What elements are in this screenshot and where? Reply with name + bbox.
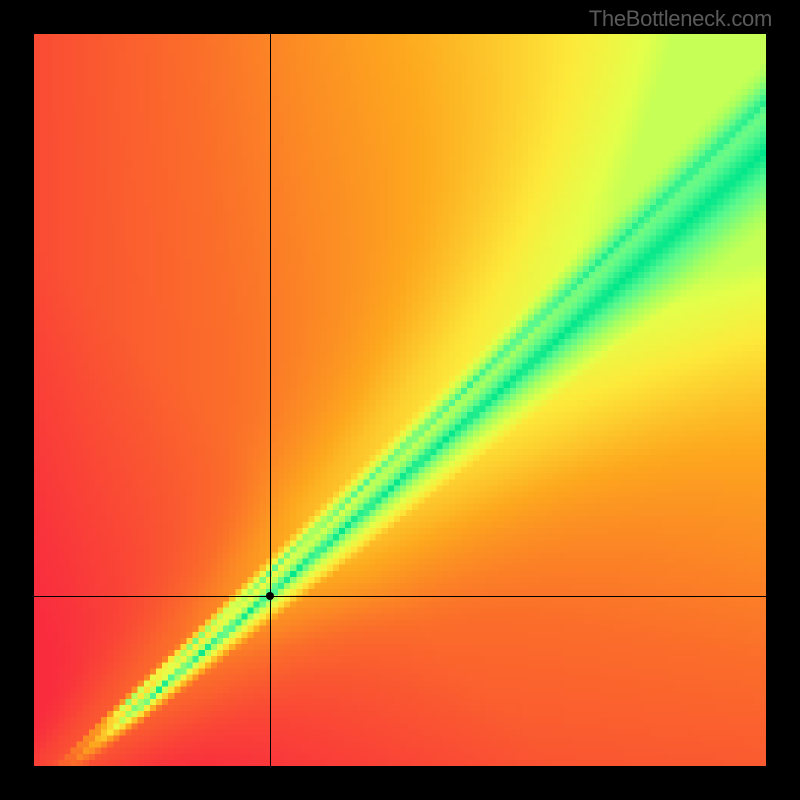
chart-area (34, 34, 766, 766)
bottleneck-heatmap (34, 34, 766, 766)
watermark-text: TheBottleneck.com (589, 6, 772, 32)
marker-dot (266, 592, 274, 600)
crosshair-vertical (270, 34, 271, 766)
crosshair-horizontal (34, 596, 766, 597)
